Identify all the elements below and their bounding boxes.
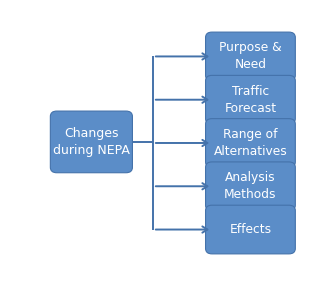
Text: Traffic
Forecast: Traffic Forecast — [224, 85, 276, 115]
Text: Purpose &
Need: Purpose & Need — [219, 41, 282, 71]
Text: Range of
Alternatives: Range of Alternatives — [213, 128, 287, 158]
FancyBboxPatch shape — [206, 32, 295, 81]
FancyBboxPatch shape — [206, 162, 295, 210]
FancyBboxPatch shape — [206, 119, 295, 167]
FancyBboxPatch shape — [206, 75, 295, 124]
Text: Effects: Effects — [229, 223, 271, 236]
FancyBboxPatch shape — [50, 111, 132, 173]
Text: Changes
during NEPA: Changes during NEPA — [53, 127, 130, 157]
FancyBboxPatch shape — [206, 205, 295, 254]
Text: Analysis
Methods: Analysis Methods — [224, 171, 277, 201]
